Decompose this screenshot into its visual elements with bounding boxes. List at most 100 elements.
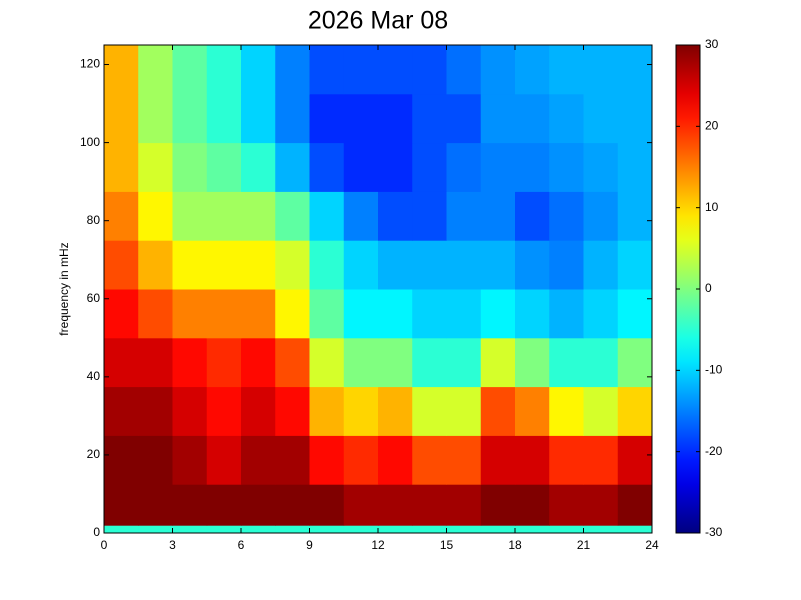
heat-cell [549, 191, 584, 241]
x-tick-label: 24 [645, 538, 659, 552]
heat-cell [275, 386, 310, 436]
heat-cell [480, 484, 516, 526]
heat-cell [241, 45, 276, 95]
heat-cell [343, 386, 379, 436]
heat-cell [446, 142, 482, 192]
heat-cell [241, 337, 276, 388]
heat-cell [378, 337, 413, 388]
colorbar-tick-label: 30 [705, 37, 719, 51]
heat-cell [104, 435, 139, 485]
heat-cell [343, 337, 379, 388]
heat-cell [104, 240, 139, 290]
heat-cell [138, 289, 173, 339]
heat-cell [309, 289, 345, 339]
heat-cell [617, 484, 653, 526]
heat-cell [206, 191, 242, 241]
heat-cell [549, 45, 584, 95]
heat-cell [446, 45, 482, 95]
heat-cell [378, 484, 413, 526]
heat-cell [104, 484, 139, 526]
heat-cell [583, 142, 619, 192]
heat-cell [172, 142, 208, 192]
heat-cell [515, 93, 550, 144]
heat-cell [549, 525, 584, 534]
heat-cell [309, 337, 345, 388]
heat-cell [172, 45, 208, 95]
heat-cell [617, 191, 653, 241]
heat-cell [617, 435, 653, 485]
heat-cell [378, 386, 413, 436]
heat-cell [617, 142, 653, 192]
heat-cell [104, 386, 139, 436]
heat-cell [309, 93, 345, 144]
heat-cell [343, 525, 379, 534]
heat-cell [172, 240, 208, 290]
heat-cell [378, 435, 413, 485]
y-tick-label: 40 [87, 369, 101, 383]
heat-cell [583, 45, 619, 95]
heat-cell [241, 484, 276, 526]
heat-cell [480, 337, 516, 388]
heat-cell [515, 484, 550, 526]
heat-cell [104, 142, 139, 192]
heat-cell [206, 240, 242, 290]
heat-cell [515, 435, 550, 485]
heat-cell [309, 484, 345, 526]
heat-cell [515, 142, 550, 192]
y-axis-label: frequency in mHz [57, 242, 71, 335]
heat-cell [617, 289, 653, 339]
heat-cell [138, 337, 173, 388]
heat-cell [446, 337, 482, 388]
heat-cell [515, 45, 550, 95]
heat-cell [138, 386, 173, 436]
heat-cell [309, 142, 345, 192]
heat-cell [241, 435, 276, 485]
heat-cell [412, 386, 447, 436]
heat-cell [275, 45, 310, 95]
heat-cell [378, 93, 413, 144]
heat-cell [241, 93, 276, 144]
heat-cell [617, 93, 653, 144]
heat-cell [617, 45, 653, 95]
heat-cell [206, 484, 242, 526]
heat-cell [343, 240, 379, 290]
heat-cell [104, 337, 139, 388]
heat-cell [206, 289, 242, 339]
heat-cell [446, 435, 482, 485]
heat-cell [617, 386, 653, 436]
heat-cell [172, 93, 208, 144]
heat-cell [241, 142, 276, 192]
heat-cell [343, 484, 379, 526]
x-tick-label: 15 [440, 538, 454, 552]
heat-cell [172, 337, 208, 388]
y-tick-label: 120 [80, 57, 100, 71]
heat-cell [378, 240, 413, 290]
y-tick-label: 100 [80, 135, 100, 149]
heat-cell [343, 93, 379, 144]
heat-cell [206, 435, 242, 485]
heat-cell [206, 337, 242, 388]
heat-cell [206, 93, 242, 144]
heat-cell [138, 191, 173, 241]
heat-cell [275, 525, 310, 534]
colorbar-tick-label: -20 [705, 444, 723, 458]
heat-cell [583, 289, 619, 339]
heat-cell [583, 93, 619, 144]
colorbar-tick-label: 20 [705, 119, 719, 133]
heat-cell [549, 386, 584, 436]
heat-cell [138, 240, 173, 290]
heat-cell [309, 435, 345, 485]
heat-cell [617, 337, 653, 388]
heat-cell [241, 386, 276, 436]
heat-cell [446, 525, 482, 534]
heat-cell [172, 289, 208, 339]
heat-cell [480, 289, 516, 339]
heat-cell [343, 45, 379, 95]
heat-cell [275, 435, 310, 485]
heat-cell [343, 142, 379, 192]
heat-cell [480, 191, 516, 241]
heat-cell [515, 191, 550, 241]
heat-cell [138, 525, 173, 534]
heat-cell [241, 525, 276, 534]
